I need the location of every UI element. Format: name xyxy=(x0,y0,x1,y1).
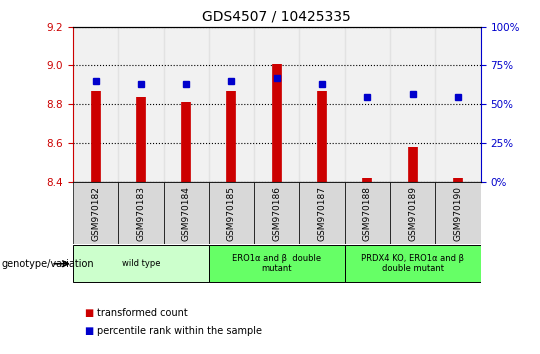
Bar xyxy=(345,27,390,182)
Text: genotype/variation: genotype/variation xyxy=(2,259,94,269)
Text: GSM970184: GSM970184 xyxy=(181,186,191,241)
Text: GSM970187: GSM970187 xyxy=(318,186,327,241)
FancyBboxPatch shape xyxy=(209,245,345,282)
Text: GSM970188: GSM970188 xyxy=(363,186,372,241)
Text: GSM970190: GSM970190 xyxy=(454,186,462,241)
FancyBboxPatch shape xyxy=(118,182,164,244)
FancyBboxPatch shape xyxy=(390,182,435,244)
FancyBboxPatch shape xyxy=(299,182,345,244)
Text: ■: ■ xyxy=(84,308,93,318)
Text: ■: ■ xyxy=(84,326,93,336)
FancyBboxPatch shape xyxy=(345,245,481,282)
Bar xyxy=(209,27,254,182)
FancyBboxPatch shape xyxy=(73,182,118,244)
Text: PRDX4 KO, ERO1α and β
double mutant: PRDX4 KO, ERO1α and β double mutant xyxy=(361,254,464,273)
Text: GSM970186: GSM970186 xyxy=(272,186,281,241)
Title: GDS4507 / 10425335: GDS4507 / 10425335 xyxy=(202,10,351,24)
Text: GSM970185: GSM970185 xyxy=(227,186,236,241)
Text: wild type: wild type xyxy=(122,259,160,268)
FancyBboxPatch shape xyxy=(254,182,299,244)
Text: transformed count: transformed count xyxy=(97,308,188,318)
Bar xyxy=(73,27,118,182)
Text: percentile rank within the sample: percentile rank within the sample xyxy=(97,326,262,336)
FancyBboxPatch shape xyxy=(345,182,390,244)
Text: GSM970183: GSM970183 xyxy=(137,186,145,241)
Text: ERO1α and β  double
mutant: ERO1α and β double mutant xyxy=(232,254,321,273)
FancyBboxPatch shape xyxy=(164,182,209,244)
Bar xyxy=(299,27,345,182)
FancyBboxPatch shape xyxy=(73,245,209,282)
FancyBboxPatch shape xyxy=(209,182,254,244)
Bar xyxy=(164,27,209,182)
Text: GSM970182: GSM970182 xyxy=(91,186,100,241)
Bar xyxy=(118,27,164,182)
Text: GSM970189: GSM970189 xyxy=(408,186,417,241)
Bar xyxy=(435,27,481,182)
Bar xyxy=(390,27,435,182)
Bar xyxy=(254,27,299,182)
FancyBboxPatch shape xyxy=(435,182,481,244)
